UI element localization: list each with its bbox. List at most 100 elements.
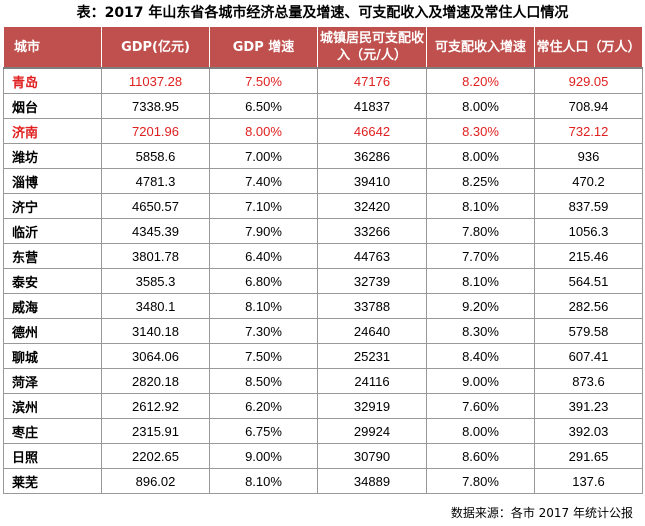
cell-city: 淄博 [3,168,102,194]
cell-income: 41837 [317,93,427,119]
cell-gdp-growth: 6.50% [209,93,318,119]
cell-gdp: 2315.91 [101,418,210,444]
cell-gdp-growth: 7.10% [209,193,318,219]
cell-income: 34889 [317,468,427,494]
cell-population: 291.65 [534,443,643,469]
cell-city: 临沂 [3,218,102,244]
cell-income-growth: 8.30% [426,118,535,144]
cell-gdp-growth: 8.50% [209,368,318,394]
cell-gdp-growth: 8.00% [209,118,318,144]
table-row: 聊城 3064.06 7.50% 25231 8.40% 607.41 [3,343,643,369]
cell-gdp: 7201.96 [101,118,210,144]
cell-income: 33266 [317,218,427,244]
cell-city: 青岛 [3,67,102,94]
table-row: 德州 3140.18 7.30% 24640 8.30% 579.58 [3,318,643,344]
cell-income-growth: 7.70% [426,243,535,269]
table-row: 青岛 11037.28 7.50% 47176 8.20% 929.05 [3,67,643,94]
cell-city: 济南 [3,118,102,144]
cell-income-growth: 8.10% [426,268,535,294]
cell-city: 莱芜 [3,468,102,494]
cell-gdp-growth: 9.00% [209,443,318,469]
cell-city: 德州 [3,318,102,344]
cell-gdp-growth: 7.50% [209,343,318,369]
table-row: 滨州 2612.92 6.20% 32919 7.60% 391.23 [3,393,643,419]
cell-gdp: 3480.1 [101,293,210,319]
header-row: 城市 GDP(亿元) GDP 增速 城镇居民可支配收入（元/人） 可支配收入增速… [3,26,643,69]
table-row: 济南 7201.96 8.00% 46642 8.30% 732.12 [3,118,643,144]
cell-population: 732.12 [534,118,643,144]
cell-income: 46642 [317,118,427,144]
cell-gdp: 2820.18 [101,368,210,394]
cell-income-growth: 8.00% [426,418,535,444]
cell-population: 137.6 [534,468,643,494]
cell-gdp: 7338.95 [101,93,210,119]
header-gdp: GDP(亿元) [101,26,210,69]
cell-population: 873.6 [534,368,643,394]
data-table: 城市 GDP(亿元) GDP 增速 城镇居民可支配收入（元/人） 可支配收入增速… [3,26,643,494]
header-income: 城镇居民可支配收入（元/人） [317,26,427,69]
cell-gdp-growth: 7.40% [209,168,318,194]
table-row: 威海 3480.1 8.10% 33788 9.20% 282.56 [3,293,643,319]
cell-income: 24116 [317,368,427,394]
table-row: 临沂 4345.39 7.90% 33266 7.80% 1056.3 [3,218,643,244]
table-body: 青岛 11037.28 7.50% 47176 8.20% 929.05 烟台 7338.95… [3,67,643,494]
table-row: 济宁 4650.57 7.10% 32420 8.10% 837.59 [3,193,643,219]
cell-city: 威海 [3,293,102,319]
table-row: 淄博 4781.3 7.40% 39410 8.25% 470.2 [3,168,643,194]
cell-gdp-growth: 6.80% [209,268,318,294]
cell-gdp-growth: 8.10% [209,293,318,319]
cell-population: 391.23 [534,393,643,419]
cell-income: 24640 [317,318,427,344]
table-row: 枣庄 2315.91 6.75% 29924 8.00% 392.03 [3,418,643,444]
cell-city: 菏泽 [3,368,102,394]
cell-income: 25231 [317,343,427,369]
header-income-growth: 可支配收入增速 [426,26,535,69]
cell-city: 日照 [3,443,102,469]
cell-income-growth: 7.80% [426,218,535,244]
cell-population: 1056.3 [534,218,643,244]
cell-gdp-growth: 6.20% [209,393,318,419]
cell-population: 282.56 [534,293,643,319]
cell-gdp: 4345.39 [101,218,210,244]
cell-gdp: 3140.18 [101,318,210,344]
cell-gdp: 3801.78 [101,243,210,269]
header-gdp-growth: GDP 增速 [209,26,318,69]
cell-population: 708.94 [534,93,643,119]
cell-city: 泰安 [3,268,102,294]
cell-gdp: 2202.65 [101,443,210,469]
cell-income-growth: 7.80% [426,468,535,494]
cell-population: 929.05 [534,67,643,94]
cell-income: 39410 [317,168,427,194]
cell-income: 30790 [317,443,427,469]
cell-income-growth: 8.20% [426,67,535,94]
cell-city: 潍坊 [3,143,102,169]
cell-gdp: 4650.57 [101,193,210,219]
header-city: 城市 [3,26,102,69]
table-row: 菏泽 2820.18 8.50% 24116 9.00% 873.6 [3,368,643,394]
cell-income-growth: 8.00% [426,93,535,119]
cell-city: 济宁 [3,193,102,219]
cell-income: 29924 [317,418,427,444]
cell-city: 东营 [3,243,102,269]
cell-population: 579.58 [534,318,643,344]
cell-income: 44763 [317,243,427,269]
table-title: 表：2017 年山东省各城市经济总量及增速、可支配收入及增速及常住人口情况 [76,5,569,21]
cell-gdp-growth: 6.40% [209,243,318,269]
cell-income-growth: 8.30% [426,318,535,344]
cell-population: 837.59 [534,193,643,219]
table-row: 潍坊 5858.6 7.00% 36286 8.00% 936 [3,143,643,169]
cell-income-growth: 9.20% [426,293,535,319]
header-population: 常住人口（万人） [534,26,643,69]
cell-income: 33788 [317,293,427,319]
cell-population: 607.41 [534,343,643,369]
cell-gdp-growth: 7.00% [209,143,318,169]
table-row: 莱芜 896.02 8.10% 34889 7.80% 137.6 [3,468,643,494]
cell-income-growth: 9.00% [426,368,535,394]
cell-population: 564.51 [534,268,643,294]
cell-gdp: 11037.28 [101,67,210,94]
table-row: 东营 3801.78 6.40% 44763 7.70% 215.46 [3,243,643,269]
cell-gdp: 3585.3 [101,268,210,294]
cell-income-growth: 8.60% [426,443,535,469]
data-source-note: 数据来源：各市 2017 年统计公报 [450,506,633,520]
cell-income: 47176 [317,67,427,94]
